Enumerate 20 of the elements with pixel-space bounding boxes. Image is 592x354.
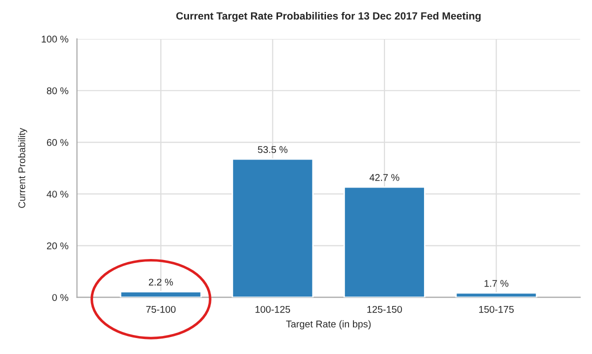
x-tick-label: 100-125 <box>256 306 290 313</box>
data-label: 42.7 % <box>370 174 400 181</box>
y-axis-title: Current Probability <box>18 128 28 208</box>
bar <box>232 158 314 298</box>
x-tick-label: 125-150 <box>367 306 402 313</box>
y-tick-label: 20 % <box>46 242 68 250</box>
x-tick-label: 75-100 <box>146 306 176 313</box>
y-tick-label: 100 % <box>42 36 68 43</box>
x-tick-label: 150-175 <box>479 306 514 313</box>
data-label: 2.2 % <box>148 278 173 286</box>
y-tick-label: 80 % <box>46 87 68 94</box>
data-label: 1.7 % <box>484 280 508 287</box>
y-tick-label: 0 % <box>52 294 68 301</box>
chart-title: Current Target Rate Probabilities for 13 Dec 2017 Fed Meeting <box>176 12 481 22</box>
x-axis-title: Target Rate (in bps) <box>286 320 371 330</box>
bar <box>120 290 202 298</box>
bar <box>344 186 426 298</box>
data-label: 53.5 % <box>258 146 288 154</box>
y-tick-label: 40 % <box>46 190 68 198</box>
y-tick-label: 60 % <box>46 139 68 146</box>
